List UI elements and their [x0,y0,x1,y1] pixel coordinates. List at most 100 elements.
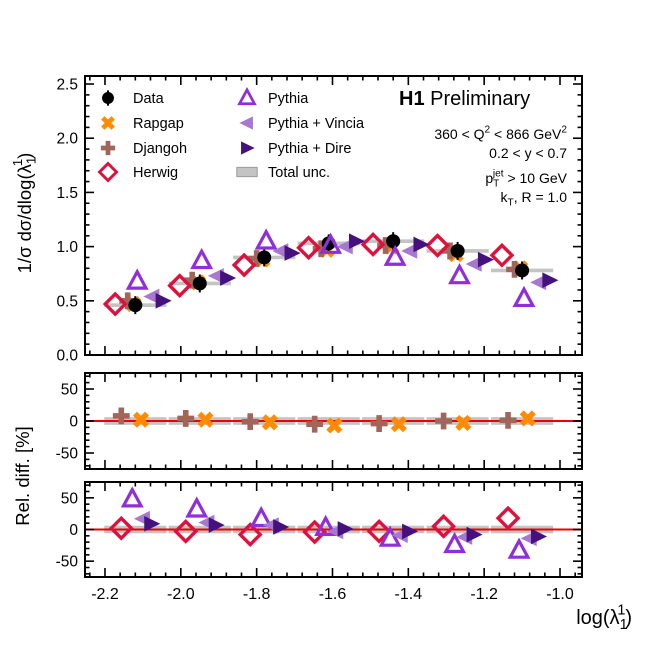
y-tick-label: 2.0 [56,131,78,148]
djangoh-marker-bin6 [441,242,459,260]
herwig-marker-bin3 [231,252,257,278]
herwig-marker-bin5 [360,232,386,257]
y-axis-label-main: 1/σ dσ/dlog(λ11) [10,153,38,274]
rapgap-marker-bin2 [197,411,214,428]
vincia-series [143,238,547,305]
legend-label-pythia: Pythia [268,91,309,107]
dire-marker-bin4 [337,521,354,537]
panel-ratio-bottom: 50 0 -50 [56,481,583,578]
legend-label-unc: Total unc. [268,165,330,181]
herwig-series [102,232,515,317]
djangoh-marker-bin7 [506,260,523,278]
pythia-marker-bin7 [512,285,536,308]
pythia-marker-bin2 [190,247,214,270]
herwig-marker-bin7 [495,505,521,531]
data-marker-bin6 [450,241,465,260]
dire-marker-bin3 [284,245,301,261]
pythia-marker-bin1 [120,486,144,508]
legend-label-dire: Pythia + Dire [268,141,351,157]
rapgap-marker-bin5 [390,416,407,433]
djangoh-marker-bin2 [177,410,195,427]
panel-ticks [85,482,582,577]
djangoh-marker-bin2 [183,271,201,289]
condition-line-3: pTjet > 10 GeV [485,168,567,189]
x-tick-label: -2.0 [167,586,195,603]
x-axis-label: log(λ11) [576,602,632,632]
plus-legend-icon [100,140,116,156]
rapgap-marker-bin7 [519,410,536,427]
condition-line-1: 360 < Q2 < 866 GeV2 [434,124,567,142]
data-series [128,232,530,315]
circle-errorbar-legend-icon [102,90,114,106]
vincia-marker-bin5 [401,243,418,259]
y-tick-labels: 50 0 -50 [56,382,79,463]
y-tick-labels: 50 0 -50 [56,490,79,570]
x-tick-label: -1.8 [243,586,271,603]
dire-marker-bin5 [402,523,419,540]
djangoh-series [119,237,523,310]
dire-marker-bin2 [208,517,225,533]
herwig-marker-bin6 [425,233,450,258]
header-annotations: H1 Preliminary 360 < Q2 < 866 GeV2 0.2 < y… [399,88,568,208]
pythia-marker-bin3 [254,228,278,250]
x-tick-label: -1.6 [319,586,347,603]
rapgap-marker-bin6 [455,414,472,431]
djangoh-marker-bin4 [312,240,330,258]
herwig-marker-bin7 [489,242,515,268]
dire-marker-bin4 [349,233,366,249]
herwig-marker-bin3 [237,522,263,547]
pythia-marker-bin7 [507,537,531,559]
djangoh-series [112,407,517,433]
rapgap-marker-bin1 [132,411,150,428]
y-tick-label: 0 [69,414,78,431]
y-tick-label: 1.5 [56,185,78,202]
pythia-marker-bin4 [319,232,343,254]
pythia-marker-bin6 [443,531,467,554]
y-tick-label: -50 [56,554,79,571]
vincia-marker-bin2 [207,268,224,284]
data-marker-bin1 [128,296,143,315]
dire-marker-bin1 [144,516,161,532]
legend-label-djangoh: Djangoh [133,141,187,157]
x-tick-label: -1.4 [395,586,423,603]
djangoh-marker-bin5 [370,415,388,432]
herwig-marker-bin5 [366,518,392,544]
pythia-series [125,228,536,308]
pythia-marker-bin5 [383,244,407,266]
data-marker-bin7 [515,261,530,280]
vincia-marker-bin3 [272,243,289,259]
open-triangle-up-legend-icon [237,87,257,106]
djangoh-marker-bin3 [241,413,259,431]
rapgap-marker-bin3 [261,414,278,431]
dire-marker-bin7 [531,528,548,545]
pythia-marker-bin3 [249,505,273,528]
legend-label-vincia: Pythia + Vincia [268,116,365,132]
djangoh-marker-bin7 [499,411,517,429]
data-marker-bin2 [192,274,207,293]
x-cross-legend-icon [101,116,115,130]
legend-item-unc: Total unc. [236,165,330,181]
vincia-marker-bin1 [143,288,160,305]
y-tick-label: 2.5 [56,77,78,94]
rapgap-marker-bin4 [326,417,343,434]
herwig-marker-bin1 [108,515,134,541]
rapgap-series [132,410,536,434]
djangoh-marker-bin3 [248,250,266,267]
condition-line-2: 0.2 < y < 0.7 [489,145,567,161]
djangoh-marker-bin6 [435,412,452,430]
dire-marker-bin2 [220,270,237,286]
triangle-right-legend-icon [241,141,255,155]
panel-ticks [85,76,582,355]
herwig-marker-bin2 [173,518,199,544]
djangoh-marker-bin5 [377,237,394,254]
x-tick-label: -1.2 [470,586,498,603]
legend-item-data: Data [102,90,165,107]
pythia-marker-bin4 [314,514,338,536]
y-tick-label: 1.0 [56,239,78,256]
panel-main: 0.0 0.5 1.0 1.5 2.0 2.5 [56,75,583,365]
herwig-marker-bin2 [167,273,193,299]
djangoh-marker-bin1 [112,407,130,425]
vincia-marker-bin6 [465,256,482,272]
dire-series [144,516,548,545]
